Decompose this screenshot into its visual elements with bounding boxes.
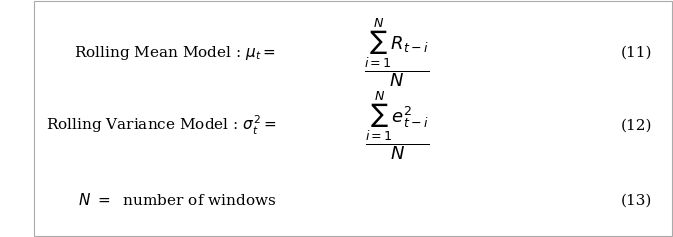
Text: Rolling Mean Model : $\mu_t = $: Rolling Mean Model : $\mu_t = $: [74, 44, 276, 62]
Text: (11): (11): [621, 46, 652, 60]
Text: (12): (12): [621, 118, 652, 132]
Text: $N \ = \ $ number of windows: $N \ = \ $ number of windows: [77, 192, 276, 209]
Text: Rolling Variance Model : $\sigma_t^2 = $: Rolling Variance Model : $\sigma_t^2 = $: [46, 114, 276, 137]
Text: $\dfrac{\sum_{i=1}^{N} R_{t-i}}{N}$: $\dfrac{\sum_{i=1}^{N} R_{t-i}}{N}$: [364, 17, 430, 89]
Text: (13): (13): [621, 193, 652, 207]
Text: $\dfrac{\sum_{i=1}^{N} e_{t-i}^{2}}{N}$: $\dfrac{\sum_{i=1}^{N} e_{t-i}^{2}}{N}$: [365, 89, 429, 162]
